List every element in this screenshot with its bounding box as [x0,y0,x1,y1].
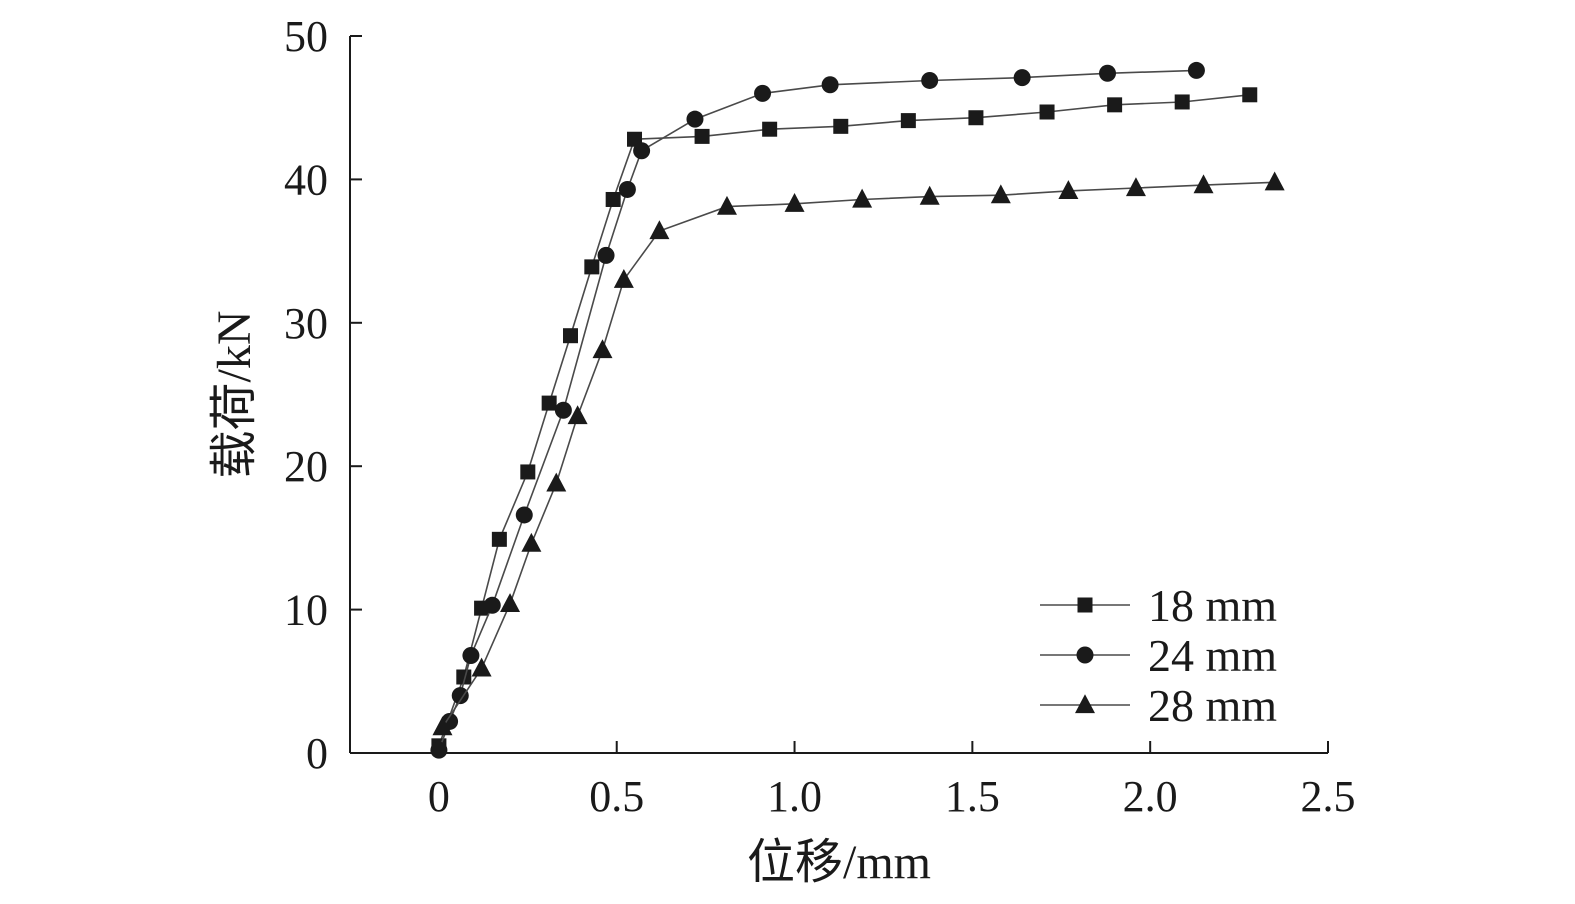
legend-label: 24 mm [1148,630,1277,681]
data-point-circle [462,646,480,664]
data-point-square [833,118,849,134]
data-point-triangle [500,593,521,612]
data-point-circle [515,506,533,524]
data-point-circle [618,180,636,198]
y-tick-label: 40 [284,155,328,204]
series-square [431,87,1258,754]
x-tick-label: 0.5 [589,772,644,821]
legend-item: 24 mm [1040,630,1277,681]
data-point-square [694,128,710,144]
data-point-square [456,669,472,685]
data-point-triangle [432,716,453,736]
data-point-square [584,259,600,275]
y-tick-label: 30 [284,299,328,348]
legend-label: 18 mm [1148,580,1277,631]
data-point-square [520,464,536,480]
data-point-square [491,531,507,547]
data-point-square [762,121,778,137]
y-tick-label: 50 [284,12,328,61]
x-tick-label: 2.0 [1123,772,1178,821]
data-point-circle [821,76,839,94]
data-point-triangle [784,192,805,212]
data-point-square [1039,104,1055,120]
y-axis-title: 载荷/kN [208,310,261,478]
legend-item: 18 mm [1040,580,1277,631]
data-point-circle [1187,61,1205,79]
y-tick-label: 20 [284,442,328,491]
data-point-triangle [1264,171,1285,191]
x-tick-label: 2.5 [1301,772,1356,821]
x-tick-label: 1.5 [945,772,1000,821]
y-tick-label: 10 [284,586,328,635]
data-point-triangle [852,188,873,208]
data-point-triangle [1125,177,1146,197]
data-point-triangle [471,657,492,677]
data-point-square [1107,97,1123,113]
data-point-circle [633,142,651,160]
data-point-square [541,395,557,411]
legend-item: 28 mm [1040,680,1277,731]
ticks: 0 10 20 30 40 50 0 0.5 1.0 1.5 2.0 2.5 [284,12,1356,821]
x-tick-label: 0 [428,772,450,821]
data-point-triangle [649,220,670,240]
y-tick-label: 0 [306,729,328,778]
axes [349,36,1328,754]
legend-label: 28 mm [1148,680,1277,731]
x-tick-label: 1.0 [767,772,822,821]
data-point-triangle [716,195,737,215]
data-point-circle [754,84,772,102]
x-axis-title: 位移/mm [747,836,931,889]
data-point-triangle [521,532,542,552]
data-point-triangle [567,405,588,425]
series-triangle [432,171,1285,736]
data-point-triangle [990,184,1011,204]
series-line [441,181,1275,728]
data-point-square [900,113,916,129]
data-point-circle [686,110,704,128]
data-point-circle [1013,69,1031,87]
data-point-triangle [919,185,940,205]
data-point-square [1174,94,1190,110]
series-layer [430,61,1285,759]
data-point-circle [430,741,448,759]
data-point-circle [554,401,572,419]
legend-marker-circle [1076,646,1094,664]
data-point-circle [597,246,615,264]
data-point-square [1242,87,1258,103]
data-point-circle [451,687,469,705]
data-point-triangle [613,268,634,288]
data-point-square [605,191,621,207]
data-point-square [968,110,984,126]
legend-marker-square [1077,597,1093,613]
series-circle [430,61,1205,759]
legend-marker-triangle [1075,694,1095,714]
data-point-triangle [546,472,567,492]
data-point-circle [483,596,501,614]
data-point-triangle [592,339,613,359]
data-point-circle [1099,64,1117,82]
data-point-triangle [1058,180,1079,199]
data-point-circle [921,71,939,89]
data-point-square [562,328,578,344]
data-point-triangle [1193,174,1214,194]
